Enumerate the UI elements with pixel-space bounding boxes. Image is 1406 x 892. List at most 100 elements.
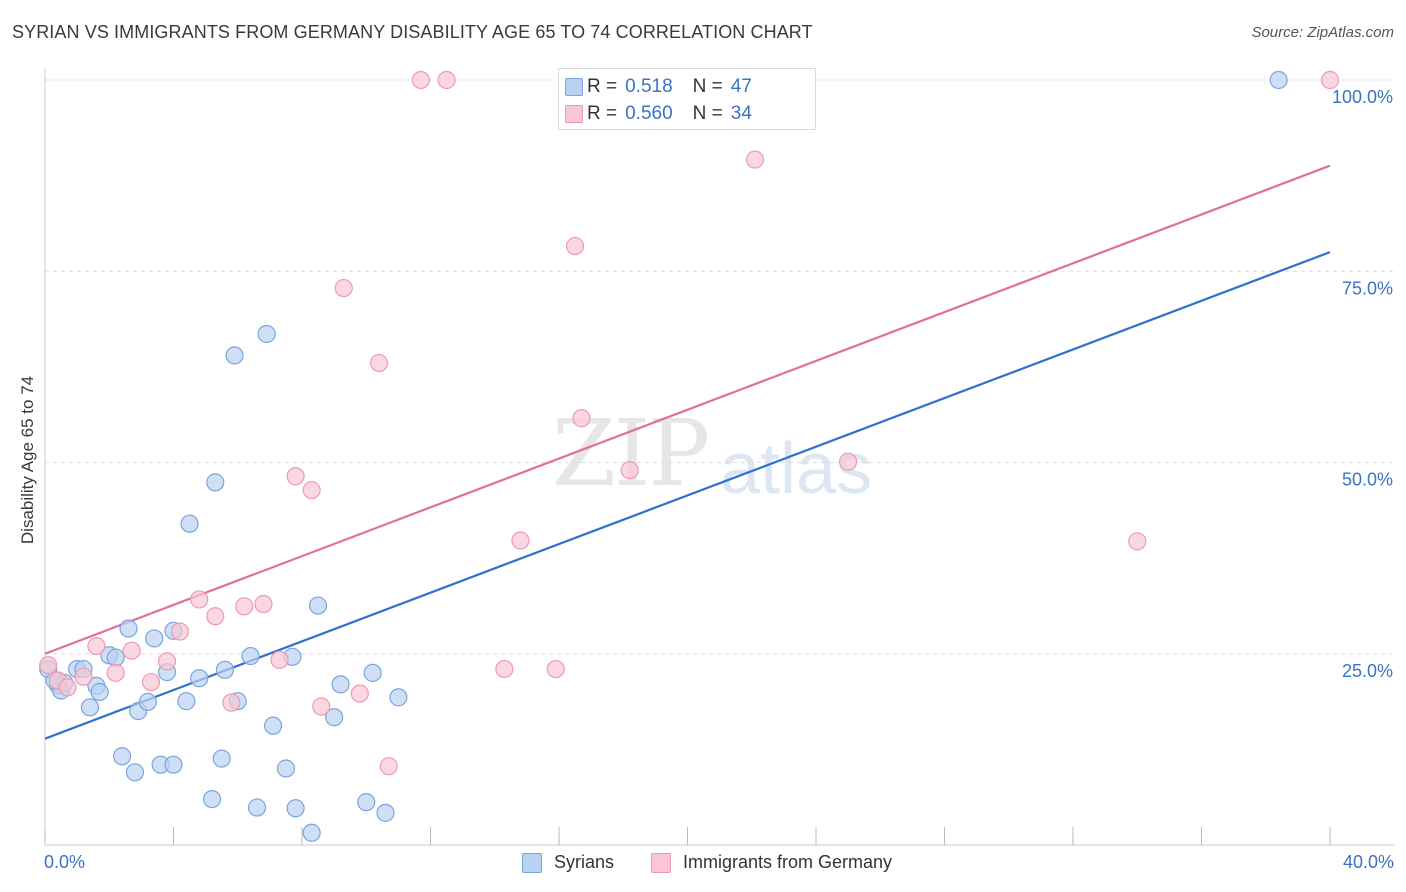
point-germany <box>141 672 161 692</box>
point-syrians <box>206 473 225 492</box>
point-syrians <box>177 692 196 711</box>
point-syrians <box>138 692 157 712</box>
point-syrians <box>363 663 382 682</box>
legend-n-label: N = <box>692 76 723 97</box>
point-syrians <box>276 759 296 778</box>
point-syrians <box>90 682 109 702</box>
trend-line-germany <box>44 164 1331 655</box>
point-syrians <box>389 688 408 707</box>
point-germany <box>1320 70 1340 90</box>
point-syrians <box>225 346 244 365</box>
point-germany <box>572 409 591 428</box>
point-syrians <box>125 763 145 782</box>
y-tick-labels: 25.0% 50.0% 75.0% 100.0% <box>1332 87 1393 681</box>
point-germany <box>312 697 331 716</box>
point-germany <box>370 353 389 373</box>
point-syrians <box>212 749 231 768</box>
point-germany <box>74 667 93 686</box>
point-syrians <box>119 619 138 638</box>
point-syrians <box>308 596 328 615</box>
y-tick-label: 25.0% <box>1342 661 1393 681</box>
point-germany <box>254 594 273 614</box>
point-syrians <box>376 803 395 822</box>
trend-lines <box>44 164 1331 740</box>
point-syrians <box>202 789 222 809</box>
point-syrians <box>145 629 164 648</box>
point-germany <box>39 656 58 675</box>
data-points <box>39 70 1340 842</box>
point-germany <box>511 531 530 550</box>
point-syrians <box>263 716 283 735</box>
point-germany <box>1128 532 1147 551</box>
point-syrians <box>80 698 100 717</box>
legend-swatch-germany <box>565 105 583 123</box>
legend-n-value: 47 <box>730 76 752 97</box>
y-tick-label: 50.0% <box>1342 470 1393 490</box>
point-germany <box>87 636 106 656</box>
legend-row-syrians: R = 0.518 N = 47 <box>565 74 752 100</box>
series-swatch-germany <box>651 852 671 873</box>
legend-r-label: R = <box>587 103 618 124</box>
point-syrians <box>1269 70 1288 90</box>
point-germany <box>302 480 321 500</box>
correlation-legend: R = 0.518 N = 47 R = 0.560 N = 34 <box>558 68 816 130</box>
point-germany <box>546 659 565 679</box>
point-germany <box>190 590 209 609</box>
point-germany <box>839 452 858 471</box>
point-syrians <box>286 799 305 818</box>
series-swatch-syrians <box>522 852 542 873</box>
chart-title: SYRIAN VS IMMIGRANTS FROM GERMANY DISABI… <box>12 22 813 42</box>
point-syrians <box>357 793 376 812</box>
point-syrians <box>112 747 132 766</box>
point-germany <box>350 684 369 703</box>
point-germany <box>565 236 585 256</box>
point-germany <box>206 607 225 626</box>
point-syrians <box>215 660 234 679</box>
x-tick-min: 0.0% <box>44 852 86 872</box>
point-germany <box>334 278 353 298</box>
point-germany <box>495 659 514 679</box>
point-syrians <box>257 324 276 344</box>
point-syrians <box>164 755 183 774</box>
gridlines <box>45 79 1395 655</box>
point-germany <box>411 70 430 90</box>
point-syrians <box>247 798 267 817</box>
point-syrians <box>180 514 199 533</box>
point-germany <box>106 663 125 682</box>
point-syrians <box>106 648 125 667</box>
point-syrians <box>325 708 344 727</box>
axes <box>44 68 1395 846</box>
point-germany <box>122 641 141 660</box>
series-legend-syrians: Syrians <box>522 852 614 873</box>
point-germany <box>437 70 456 90</box>
legend-n-label: N = <box>692 103 723 124</box>
point-germany <box>286 467 305 486</box>
point-germany <box>235 597 254 616</box>
y-tick-label: 75.0% <box>1342 278 1393 298</box>
legend-r-value: 0.560 <box>625 103 673 124</box>
point-germany <box>58 678 77 697</box>
trend-line-syrians <box>44 251 1331 740</box>
legend-r-value: 0.518 <box>625 76 673 97</box>
series-label-germany: Immigrants from Germany <box>683 852 893 872</box>
point-syrians <box>331 675 350 694</box>
point-germany <box>157 652 177 671</box>
y-tick-label: 100.0% <box>1332 87 1393 107</box>
point-germany <box>170 622 190 641</box>
point-germany <box>745 150 765 169</box>
series-label-syrians: Syrians <box>554 852 615 872</box>
legend-r-label: R = <box>587 76 618 97</box>
point-syrians <box>302 823 321 842</box>
legend-n-value: 34 <box>730 103 752 124</box>
series-legend-germany: Immigrants from Germany <box>651 852 892 873</box>
point-germany <box>222 693 241 712</box>
point-germany <box>270 650 289 669</box>
point-syrians <box>190 669 209 688</box>
x-tick-max: 40.0% <box>1342 852 1394 872</box>
point-syrians <box>241 646 260 666</box>
legend-row-germany: R = 0.560 N = 34 <box>565 101 752 127</box>
legend-swatch-syrians <box>565 78 583 96</box>
source-credit: Source: ZipAtlas.com <box>1251 24 1394 41</box>
point-germany <box>379 757 398 776</box>
